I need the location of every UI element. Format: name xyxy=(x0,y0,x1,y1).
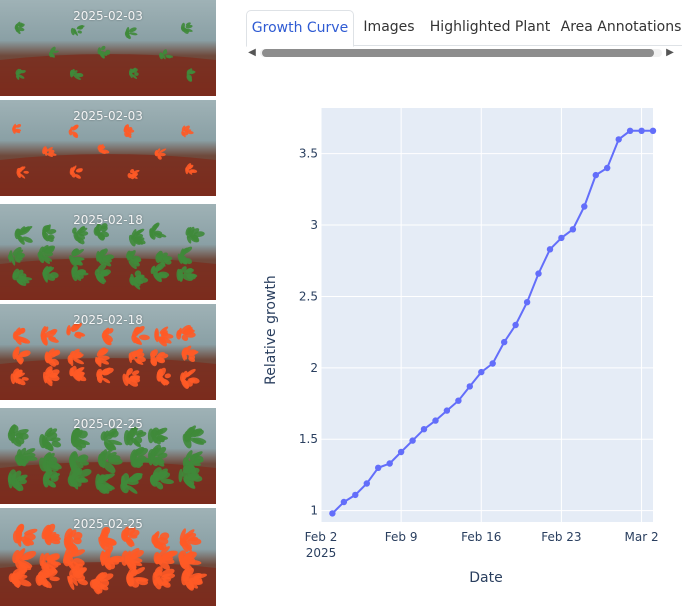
x-tick-label: 2025 xyxy=(306,546,337,560)
data-point[interactable] xyxy=(615,136,622,143)
data-point[interactable] xyxy=(581,203,588,210)
data-point[interactable] xyxy=(443,407,451,414)
data-point[interactable] xyxy=(432,417,439,424)
x-tick-label: Feb 23 xyxy=(541,530,581,544)
data-point[interactable] xyxy=(535,270,542,277)
tab-scrollbar[interactable]: ◀ ▶ xyxy=(246,46,676,60)
plant-image-highlighted: 2025-02-25 xyxy=(0,508,216,606)
data-point[interactable] xyxy=(501,338,508,346)
data-point[interactable] xyxy=(329,510,336,517)
plant-image-plain: 2025-02-03 xyxy=(0,0,216,96)
y-tick-label: 3 xyxy=(310,218,318,232)
data-point[interactable] xyxy=(569,226,577,233)
data-point[interactable] xyxy=(409,437,416,444)
x-axis-title: Date xyxy=(469,570,502,586)
image-date-label: 2025-02-03 xyxy=(73,9,143,23)
scrollbar-thumb[interactable] xyxy=(262,49,654,57)
y-tick-label: 1.5 xyxy=(299,432,318,446)
plant-image-plain: 2025-02-25 xyxy=(0,408,216,504)
data-point[interactable] xyxy=(523,299,531,306)
data-point[interactable] xyxy=(466,383,473,390)
data-point[interactable] xyxy=(375,464,382,471)
image-strip: 2025-02-03 2025-02-03 2025-02-18 2025-02-18… xyxy=(0,0,216,606)
x-tick-label: Mar 2 xyxy=(625,530,659,544)
y-tick-label: 2 xyxy=(310,361,318,375)
data-point[interactable] xyxy=(397,448,405,456)
y-tick-label: 2.5 xyxy=(299,289,318,303)
tab-highlighted-plant[interactable]: Highlighted Plant xyxy=(429,19,551,35)
data-point[interactable] xyxy=(420,426,428,433)
y-tick-label: 3.5 xyxy=(299,147,318,161)
data-point[interactable] xyxy=(638,127,645,134)
image-date-label: 2025-02-03 xyxy=(73,109,143,123)
data-point[interactable] xyxy=(352,491,359,499)
image-date-label: 2025-02-25 xyxy=(73,417,143,431)
y-tick-label: 1 xyxy=(310,504,318,518)
data-point[interactable] xyxy=(558,234,565,242)
tab-images[interactable]: Images xyxy=(363,19,415,35)
growth-chart: Feb 2 2025 Feb 9 Feb 16 Feb 23 Mar 2 1 1.5 2 2.5 3… xyxy=(263,108,659,586)
image-date-label: 2025-02-18 xyxy=(73,313,143,327)
data-point[interactable] xyxy=(386,460,393,467)
plant-image-highlighted: 2025-02-03 xyxy=(0,100,216,196)
data-point[interactable] xyxy=(592,171,599,179)
x-tick-label: Feb 16 xyxy=(461,530,501,544)
tab-growth-curve[interactable]: Growth Curve xyxy=(246,10,354,47)
scroll-right-icon[interactable]: ▶ xyxy=(666,47,674,58)
x-tick-label: Feb 9 xyxy=(385,530,418,544)
data-point[interactable] xyxy=(363,480,370,487)
plant-image-highlighted: 2025-02-18 xyxy=(0,304,216,400)
scroll-left-icon[interactable]: ◀ xyxy=(248,47,256,58)
x-tick-label: Feb 2 xyxy=(305,530,338,544)
plant-image-plain: 2025-02-18 xyxy=(0,204,216,300)
data-point[interactable] xyxy=(546,246,554,253)
data-point[interactable] xyxy=(489,360,496,367)
data-point[interactable] xyxy=(512,321,519,329)
image-date-label: 2025-02-18 xyxy=(73,213,143,227)
data-point[interactable] xyxy=(626,127,634,134)
tab-bar: Growth Curve Images Highlighted Plant Area … xyxy=(246,10,682,47)
data-point[interactable] xyxy=(604,164,611,172)
data-point[interactable] xyxy=(649,127,657,134)
data-point[interactable] xyxy=(455,397,462,404)
data-point[interactable] xyxy=(340,498,348,506)
data-point[interactable] xyxy=(478,368,485,376)
image-date-label: 2025-02-25 xyxy=(73,517,143,531)
tab-area-annotations[interactable]: Area Annotations xyxy=(560,19,682,35)
y-axis-title: Relative growth xyxy=(263,275,279,385)
